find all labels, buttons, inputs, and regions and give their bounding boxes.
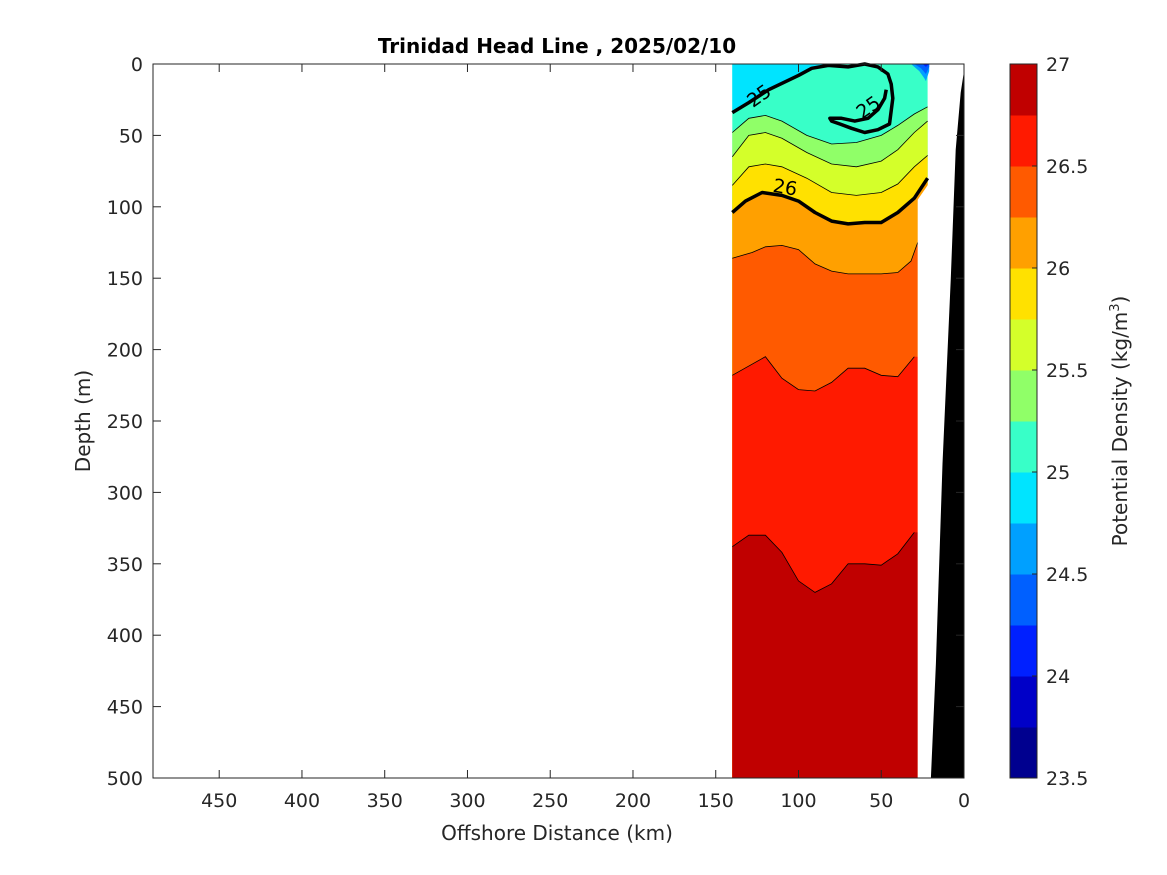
y-tick-label: 250: [107, 411, 143, 433]
y-tick-label: 500: [107, 768, 143, 790]
x-tick-label: 250: [532, 790, 568, 812]
density-band: [922, 64, 930, 67]
x-tick-label: 100: [780, 790, 816, 812]
colorbar-label: Potential Density (kg/m3): [1108, 296, 1132, 547]
colorbar-swatch: [1010, 64, 1037, 116]
density-bands: [732, 64, 930, 779]
x-tick-label: 450: [201, 790, 237, 812]
colorbar-swatch: [1010, 676, 1037, 728]
x-tick-label: 0: [958, 790, 970, 812]
density-band: [732, 64, 849, 113]
y-axis-label: Depth (m): [71, 370, 95, 472]
colorbar-swatch: [1010, 727, 1037, 779]
colorbar-tick-label: 23.5: [1046, 768, 1088, 790]
no-data-gap: [917, 178, 931, 778]
colorbar-tick-label: 25: [1046, 462, 1070, 484]
colorbar-swatch: [1010, 217, 1037, 269]
colorbar-tick-label: 25.5: [1046, 360, 1088, 382]
contour-line: [732, 242, 919, 275]
thin-contour-lines: [731, 106, 928, 593]
contour-line: [732, 532, 915, 593]
bathymetry-layer: [917, 71, 964, 779]
x-tick-label: 150: [698, 790, 734, 812]
colorbar-tick-label: 24: [1046, 666, 1070, 688]
colorbar-swatch: [1010, 523, 1037, 575]
colorbar-swatch: [1010, 268, 1037, 320]
x-tick-label: 200: [615, 790, 651, 812]
colorbar-swatch: [1010, 574, 1037, 626]
colorbar-swatch: [1010, 472, 1037, 524]
colorbar-tick-label: 24.5: [1046, 564, 1088, 586]
density-band: [732, 532, 918, 778]
y-tick-label: 300: [107, 482, 143, 504]
contour-line: [731, 120, 928, 168]
colorbar-tick-label: 26: [1046, 258, 1070, 280]
colorbar-label-text: Potential Density (kg/m: [1108, 312, 1132, 547]
colorbar-swatch: [1010, 625, 1037, 677]
x-tick-label: 350: [367, 790, 403, 812]
contour-line-25: [731, 62, 895, 135]
y-tick-label: 0: [131, 54, 143, 76]
contour-line-26: [731, 177, 930, 226]
chart-title: Trinidad Head Line , 2025/02/10: [378, 34, 736, 58]
colorbar-label-close: ): [1108, 296, 1132, 304]
colorbar-frame: [1009, 63, 1038, 779]
colorbar-swatches: [1010, 64, 1037, 779]
colorbar-swatch: [1010, 166, 1037, 218]
colorbar-tick-label: 27: [1046, 54, 1070, 76]
x-axis-label: Offshore Distance (km): [441, 821, 673, 845]
colorbar-label-superscript: 3: [1108, 303, 1123, 311]
colorbar-swatch: [1010, 421, 1037, 473]
y-tick-label: 450: [107, 697, 143, 719]
contour-line: [732, 155, 928, 196]
bathymetry-shape: [930, 71, 964, 779]
contour-line: [732, 106, 928, 145]
x-tick-label: 400: [284, 790, 320, 812]
colorbar-swatch: [1010, 370, 1037, 422]
y-axis: 0 50 100 150 200 250 300 350 400 450 500: [107, 54, 964, 790]
colorbar-swatch: [1010, 115, 1037, 167]
y-tick-label: 400: [107, 625, 143, 647]
y-tick-label: 100: [107, 197, 143, 219]
y-tick-label: 150: [107, 268, 143, 290]
colorbar-swatch: [1010, 319, 1037, 371]
x-axis: 450 400 350 300 250 200 150 100 50 0: [201, 64, 970, 812]
labeled-contour-lines: [731, 62, 930, 226]
x-tick-label: 50: [869, 790, 893, 812]
y-tick-label: 350: [107, 554, 143, 576]
colorbar-tick-label: 26.5: [1046, 156, 1088, 178]
y-tick-label: 50: [119, 125, 143, 147]
contour-line: [732, 356, 915, 392]
contour-label: 26: [771, 175, 799, 201]
colorbar: 23.5 24 24.5 25 25.5 26 26.5 27 Potential Densi…: [1009, 54, 1132, 790]
colorbar-ticks: 23.5 24 24.5 25 25.5 26 26.5 27: [1032, 54, 1088, 790]
y-tick-label: 200: [107, 340, 143, 362]
x-tick-label: 300: [449, 790, 485, 812]
